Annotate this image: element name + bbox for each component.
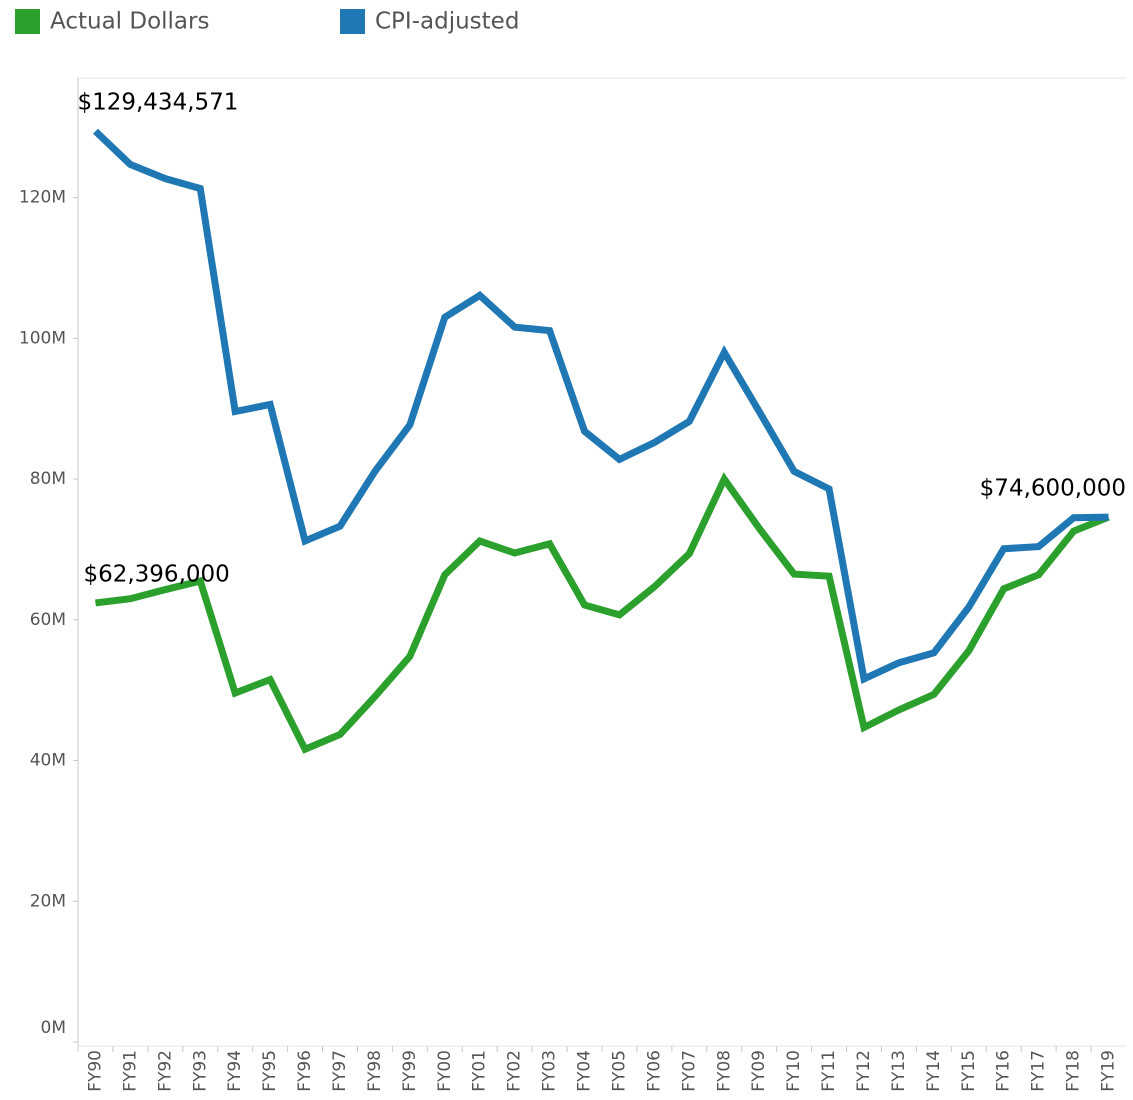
y-tick-label: 40M <box>30 751 66 771</box>
x-tick-label: FY09 <box>749 1050 769 1092</box>
y-tick-label: 0M <box>41 1018 66 1038</box>
x-tick-label: FY91 <box>120 1050 140 1092</box>
series-line <box>95 472 1110 754</box>
x-tick-label: FY18 <box>1064 1050 1084 1092</box>
y-tick-label: 80M <box>30 469 66 489</box>
x-tick-label: FY15 <box>959 1050 979 1092</box>
x-tick-label: FY14 <box>924 1050 944 1092</box>
y-tick-label: 100M <box>19 328 66 348</box>
series-line <box>93 128 1109 684</box>
x-tick-label: FY97 <box>330 1050 350 1092</box>
x-tick-label: FY11 <box>819 1050 839 1092</box>
y-tick-label: 20M <box>30 891 66 911</box>
x-tick-label: FY99 <box>400 1050 420 1092</box>
x-tick-label: FY13 <box>889 1050 909 1092</box>
y-tick-label: 60M <box>30 610 66 630</box>
legend-label: Actual Dollars <box>50 9 209 35</box>
data-label: $62,396,000 <box>83 561 229 587</box>
y-tick-label: 120M <box>19 188 66 208</box>
x-tick-label: FY92 <box>155 1050 175 1092</box>
x-tick-label: FY10 <box>784 1050 804 1092</box>
x-tick-label: FY02 <box>505 1050 525 1092</box>
legend-swatch <box>340 9 365 34</box>
legend-swatch <box>15 9 40 34</box>
x-tick-label: FY93 <box>190 1050 210 1092</box>
x-tick-label: FY16 <box>994 1050 1014 1092</box>
x-tick-label: FY17 <box>1029 1050 1049 1092</box>
x-tick-label: FY96 <box>295 1050 315 1092</box>
x-tick-label: FY08 <box>714 1050 734 1092</box>
data-label: $74,600,000 <box>980 476 1126 502</box>
x-tick-label: FY95 <box>260 1050 280 1092</box>
x-tick-label: FY00 <box>435 1050 455 1092</box>
x-tick-label: FY04 <box>575 1050 595 1092</box>
x-tick-label: FY90 <box>85 1050 105 1092</box>
x-tick-label: FY98 <box>365 1050 385 1092</box>
x-tick-label: FY03 <box>540 1050 560 1092</box>
x-tick-label: FY01 <box>470 1050 490 1092</box>
x-tick-label: FY19 <box>1099 1050 1119 1092</box>
legend-label: CPI-adjusted <box>375 9 519 35</box>
x-tick-label: FY94 <box>225 1050 245 1092</box>
data-label: $129,434,571 <box>77 90 238 116</box>
x-tick-label: FY07 <box>679 1050 699 1092</box>
x-tick-label: FY05 <box>609 1050 629 1092</box>
x-tick-label: FY06 <box>644 1050 664 1092</box>
x-tick-label: FY12 <box>854 1050 874 1092</box>
